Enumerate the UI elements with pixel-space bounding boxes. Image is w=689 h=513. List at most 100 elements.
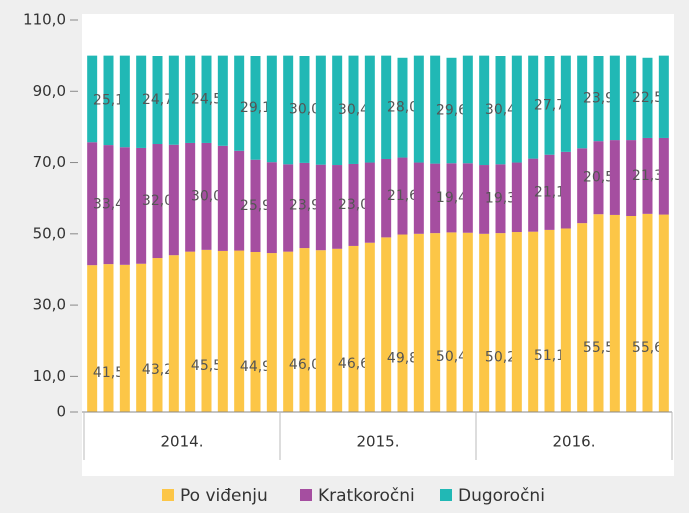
bar-segment (217, 145, 228, 251)
bar-segment (479, 55, 490, 166)
legend-swatch (162, 489, 174, 501)
bar-segment (234, 55, 245, 151)
bar-segment (479, 233, 490, 412)
data-label: 22,5 (632, 90, 663, 106)
data-label: 44,9 (240, 359, 271, 375)
bar-segment (103, 145, 114, 265)
data-label: 29,6 (436, 103, 467, 119)
bar-segment (87, 265, 98, 412)
bar-segment (168, 144, 179, 256)
bar-segment (315, 55, 326, 165)
data-label: 55,5 (583, 340, 614, 356)
bar-segment (299, 162, 310, 249)
bar-segment (217, 55, 228, 146)
bar-segment (658, 55, 669, 138)
data-label: 21,1 (534, 184, 565, 200)
bar-segment (250, 251, 261, 412)
bar-segment (609, 140, 620, 215)
bar-segment (397, 157, 408, 235)
bar-segment (528, 158, 539, 232)
bar-segment (299, 248, 310, 412)
bar-segment (348, 245, 359, 412)
data-label: 21,6 (387, 188, 418, 204)
bar-segment (609, 55, 620, 141)
bar-segment (87, 55, 98, 143)
legend-swatch (440, 489, 452, 501)
bar-segment (201, 55, 212, 143)
bar-segment (560, 151, 571, 229)
bar-segment (626, 140, 637, 216)
data-label: 41,5 (93, 365, 124, 381)
data-label: 25,9 (240, 198, 271, 214)
bar-segment (299, 55, 310, 163)
bar-segment (348, 163, 359, 246)
bar-segment (528, 231, 539, 412)
bar-segment (185, 251, 196, 412)
bar-segment (136, 263, 147, 412)
bar-segment (136, 55, 147, 148)
bar-segment (283, 251, 294, 412)
data-label: 21,3 (632, 168, 663, 184)
bar-segment (152, 55, 163, 145)
bar-segment (266, 162, 277, 254)
bar-segment (152, 258, 163, 412)
bar-segment (446, 232, 457, 412)
x-group-label: 2016. (553, 433, 596, 451)
bar-segment (119, 55, 130, 148)
data-label: 23,0 (338, 197, 369, 213)
bar-segment (413, 55, 424, 163)
data-label: 50,2 (485, 350, 516, 366)
bar-segment (577, 148, 588, 224)
bar-segment (119, 264, 130, 412)
y-tick-label: 10,0 (33, 367, 66, 385)
legend-swatch (300, 489, 312, 501)
bar-segment (593, 55, 604, 142)
data-label: 30,4 (485, 102, 516, 118)
bar-segment (315, 164, 326, 251)
bar-segment (593, 214, 604, 412)
legend-label: Dugoročni (458, 486, 545, 506)
data-label: 23,9 (289, 197, 320, 213)
bar-segment (658, 137, 669, 215)
data-label: 20,5 (583, 170, 614, 186)
bar-segment (185, 55, 196, 143)
bar-segment (658, 214, 669, 412)
y-tick-label: 110,0 (23, 11, 66, 29)
x-group-label: 2014. (161, 433, 204, 451)
bar-segment (577, 55, 588, 149)
bar-segment (185, 142, 196, 252)
plot-background (82, 14, 674, 476)
data-label: 30,0 (191, 188, 222, 204)
bar-segment (593, 141, 604, 215)
data-label: 23,9 (583, 91, 614, 107)
bar-segment (430, 233, 441, 412)
data-label: 24,5 (191, 91, 222, 107)
bar-segment (381, 55, 392, 159)
data-label: 30,0 (289, 101, 320, 117)
data-label: 43,2 (142, 362, 173, 378)
bar-segment (430, 163, 441, 234)
bar-segment (528, 55, 539, 159)
bar-segment (626, 55, 637, 141)
y-tick-label: 70,0 (33, 153, 66, 171)
bar-segment (479, 165, 490, 234)
data-label: 25,1 (93, 92, 124, 108)
data-label: 27,7 (534, 97, 565, 113)
bar-segment (201, 142, 212, 250)
bar-segment (364, 242, 375, 412)
bar-segment (511, 55, 522, 163)
bar-segment (103, 264, 114, 412)
bar-segment (462, 163, 473, 233)
bar-segment (397, 234, 408, 412)
bar-segment (446, 57, 457, 164)
bar-segment (626, 216, 637, 412)
bar-segment (348, 55, 359, 164)
data-label: 49,8 (387, 350, 418, 366)
bar-segment (250, 159, 261, 252)
data-label: 29,1 (240, 100, 271, 116)
bar-segment (315, 250, 326, 412)
data-label: 28,0 (387, 100, 418, 116)
bar-segment (168, 55, 179, 145)
bar-segment (201, 249, 212, 412)
